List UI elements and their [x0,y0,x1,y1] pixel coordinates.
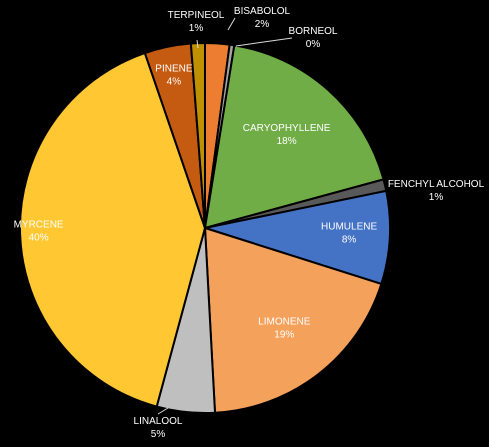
data-label-fenchyl-alcohol: FENCHYL ALCOHOL 1% [388,179,485,203]
slice-name-borneol: BORNEOL [289,26,338,37]
slice-percent-terpineol: 1% [189,23,204,34]
slice-name-linalool: LINALOOL [134,416,183,427]
leader-line-terpineol [196,39,199,49]
data-label-humulene: HUMULENE 8% [321,222,377,246]
slice-percent-fenchyl-alcohol: 1% [429,192,444,203]
slice-name-pinene: PINENE [155,64,193,75]
data-label-caryophyllene: CARYOPHYLLENE 18% [243,123,331,147]
slice-name-limonene: LIMONENE [258,316,311,327]
leader-lines-layer [157,17,293,415]
slices-layer [19,41,391,415]
slice-name-fenchyl-alcohol: FENCHYL ALCOHOL [388,179,485,190]
slice-name-terpineol: TERPINEOL [168,10,225,21]
data-label-linalool: LINALOOL 5% [134,416,183,440]
slice-myrcene [19,51,207,408]
slice-percent-bisabolol: 2% [255,19,270,30]
data-label-pinene: PINENE 4% [155,64,193,88]
slice-percent-humulene: 8% [342,235,357,246]
slice-percent-pinene: 4% [167,77,182,88]
slice-percent-myrcene: 40% [29,233,49,244]
slice-limonene [203,226,383,414]
slice-name-myrcene: MYRCENE [14,220,64,231]
slice-terpineol [189,41,206,229]
slice-name-bisabolol: BISABOLOL [234,6,291,17]
slice-humulene [201,189,391,286]
slice-percent-caryophyllene: 18% [277,136,297,147]
slice-caryophyllene [203,44,385,230]
labels-layer: BISABOLOL 2% BORNEOL 0% CARYOPHYLLENE 18% FENC… [14,6,485,440]
data-label-limonene: LIMONENE 19% [258,316,311,340]
slice-percent-linalool: 5% [151,429,166,440]
slice-percent-limonene: 19% [274,329,294,340]
data-label-borneol: BORNEOL 0% [289,26,338,50]
slice-name-humulene: HUMULENE [321,222,377,233]
leader-line-borneol [235,37,293,47]
leader-line-bisabolol [227,17,236,31]
data-label-myrcene: MYRCENE 40% [14,220,64,244]
slice-percent-borneol: 0% [306,39,321,50]
data-label-terpineol: TERPINEOL 1% [168,10,225,34]
leader-line-linalool [157,407,169,415]
slice-name-caryophyllene: CARYOPHYLLENE [243,123,331,134]
data-label-bisabolol: BISABOLOL 2% [234,6,291,30]
